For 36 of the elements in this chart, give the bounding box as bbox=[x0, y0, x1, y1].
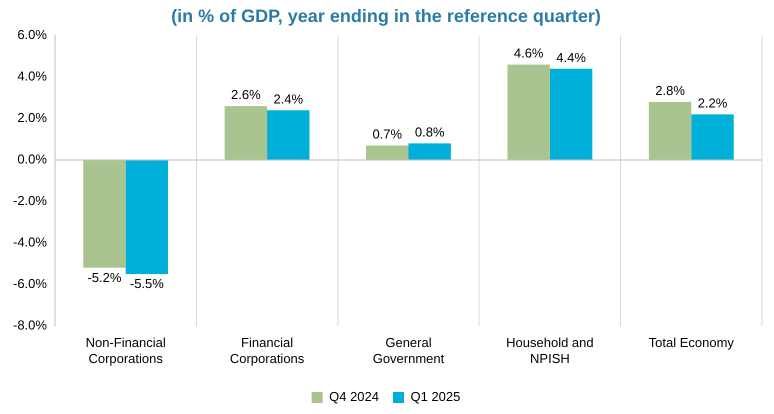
x-tick-label: General Government bbox=[372, 335, 445, 366]
bar bbox=[126, 160, 168, 274]
bar bbox=[224, 106, 268, 160]
data-label: 2.6% bbox=[231, 87, 262, 102]
data-label: -5.2% bbox=[87, 270, 122, 285]
data-label: 0.7% bbox=[372, 126, 403, 142]
x-tick-label: Non-Financial Corporations bbox=[86, 335, 166, 366]
y-tick-label: 0.0% bbox=[17, 152, 48, 167]
y-tick-label: -8.0% bbox=[12, 317, 48, 332]
data-label: 4.4% bbox=[556, 50, 586, 65]
y-tick-label: 2.0% bbox=[17, 110, 48, 126]
bar bbox=[408, 143, 451, 160]
bar bbox=[507, 64, 550, 160]
legend-label: Q1 2025 bbox=[410, 389, 460, 404]
x-tick-label: Household and NPISH bbox=[506, 335, 594, 366]
data-label: 2.2% bbox=[698, 95, 728, 110]
x-tick-label: Total Economy bbox=[648, 335, 734, 350]
x-tick-label: Financial Corporations bbox=[230, 335, 305, 366]
data-label: 2.8% bbox=[655, 83, 686, 98]
legend-label: Q4 2024 bbox=[329, 389, 379, 404]
y-tick-label: -2.0% bbox=[12, 193, 48, 208]
chart-title: (in % of GDP, year ending in the reference quarter) bbox=[171, 6, 601, 26]
data-label: 2.4% bbox=[273, 91, 304, 106]
bar bbox=[550, 68, 592, 160]
data-label: -5.5% bbox=[130, 276, 164, 292]
data-label: 0.8% bbox=[414, 124, 445, 140]
bar bbox=[366, 145, 408, 160]
y-tick-label: -6.0% bbox=[12, 276, 48, 291]
y-tick-label: 6.0% bbox=[17, 27, 48, 42]
bar bbox=[83, 160, 126, 268]
bar bbox=[648, 102, 692, 160]
bar bbox=[267, 110, 310, 160]
y-tick-label: -4.0% bbox=[12, 234, 48, 250]
y-tick-label: 4.0% bbox=[17, 68, 48, 84]
data-label: 4.6% bbox=[514, 46, 544, 61]
bar bbox=[691, 114, 734, 160]
